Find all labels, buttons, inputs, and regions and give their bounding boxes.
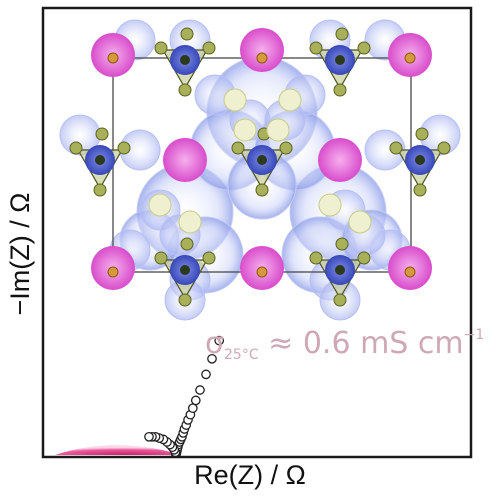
x-axis-label: Re(Z) / Ω	[194, 460, 306, 490]
conductivity-annotation: σ25°C ≈ 0.6 mS cm−1	[205, 326, 484, 363]
sulfur-atom	[93, 183, 107, 197]
phosphorus-core	[335, 55, 345, 65]
data-point-16	[201, 369, 211, 380]
sulfur-atom	[180, 27, 194, 41]
sulfur-atom	[180, 237, 194, 251]
corner-atom	[107, 52, 119, 64]
sulfur-atom	[178, 293, 192, 307]
lithium-atom	[163, 138, 207, 182]
sigma-symbol: σ	[205, 326, 225, 361]
sulfur-atom	[357, 251, 371, 265]
sulfur-atom	[335, 237, 349, 251]
interstitial-atom	[278, 88, 302, 112]
sulfur-atom	[335, 27, 349, 41]
interstitial-atom	[148, 193, 172, 217]
sulfur-atom	[333, 83, 347, 97]
corner-atom	[256, 52, 268, 64]
sulfur-atom	[255, 183, 269, 197]
interstitial-atom	[178, 210, 202, 234]
sulfur-atom	[357, 41, 371, 55]
phosphorus-core	[180, 265, 190, 275]
sulfur-atom	[69, 141, 83, 155]
sulfur-atom	[117, 141, 131, 155]
corner-atom	[256, 266, 268, 278]
data-point-13	[187, 403, 198, 414]
corner-atom	[107, 266, 119, 278]
interstitial-atom	[348, 210, 372, 234]
sulfur-atom	[95, 127, 109, 141]
lithium-atom	[318, 138, 362, 182]
sulfur-atom	[413, 183, 427, 197]
unit-exponent: −1	[463, 327, 485, 343]
interstitial-atom	[266, 118, 290, 142]
sulfur-atom	[279, 141, 293, 155]
sulfur-atom	[415, 127, 429, 141]
sulfur-atom	[202, 251, 216, 265]
temperature-subscript: 25°C	[224, 347, 259, 363]
plot-frame	[41, 6, 473, 459]
corner-atom	[404, 266, 416, 278]
data-point-17	[207, 353, 217, 364]
interstitial-atom	[223, 88, 247, 112]
data-point-18	[214, 335, 225, 346]
sulfur-atom	[154, 41, 168, 55]
lithium-atom	[240, 28, 284, 72]
sulfur-atom	[309, 41, 323, 55]
phosphorus-core	[415, 155, 425, 165]
semicircle-area	[55, 445, 180, 455]
sulfur-atom	[202, 41, 216, 55]
y-axis-label: −Im(Z) / Ω	[5, 192, 35, 316]
phosphorus-core	[95, 155, 105, 165]
corner-atom	[404, 52, 416, 64]
sulfur-atom	[154, 251, 168, 265]
data-point-14	[190, 395, 201, 406]
sulfur-atom	[309, 251, 323, 265]
crystal-structure	[59, 19, 461, 321]
data-point-15	[195, 385, 205, 395]
sulfur-atom	[389, 141, 403, 155]
interstitial-atom	[233, 118, 257, 142]
sulfur-atom	[178, 83, 192, 97]
conductivity-value: ≈ 0.6 mS cm	[258, 326, 464, 361]
interstitial-atom	[318, 193, 342, 217]
phosphorus-core	[257, 155, 267, 165]
phosphorus-core	[335, 265, 345, 275]
sulfur-atom	[437, 141, 451, 155]
sulfur-atom	[231, 141, 245, 155]
phosphorus-core	[180, 55, 190, 65]
sulfur-atom	[333, 293, 347, 307]
data-point-28	[144, 431, 154, 442]
